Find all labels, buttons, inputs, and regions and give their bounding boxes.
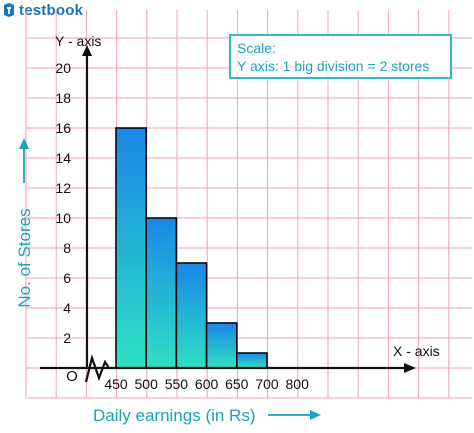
x-tick-label: 650 <box>225 376 249 392</box>
bar-450-500 <box>115 127 148 369</box>
y-tick-label: 6 <box>63 270 71 286</box>
bar-650-700 <box>236 352 268 369</box>
bar-550-600 <box>175 262 208 369</box>
y-axis-name: Y - axis <box>55 33 101 49</box>
x-tick-label: 500 <box>135 376 159 392</box>
brand-logo: testbook <box>2 0 83 20</box>
y-tick-label: 10 <box>55 210 71 226</box>
bar-500-550 <box>145 217 178 369</box>
y-tick-label: 14 <box>55 150 71 166</box>
y-tick-label: 8 <box>63 240 71 256</box>
scale-description: Y axis: 1 big division = 2 stores <box>237 58 430 74</box>
scale-title: Scale: <box>237 40 276 56</box>
x-label-arrow-head <box>310 410 321 420</box>
scale-legend: Scale: Y axis: 1 big division = 2 stores <box>229 34 452 79</box>
y-tick-label: 20 <box>55 60 71 76</box>
brand-name: testbook <box>19 1 84 19</box>
y-tick-label: 16 <box>55 120 71 136</box>
x-tick-label: 550 <box>165 376 189 392</box>
x-tick-label: 700 <box>255 376 279 392</box>
y-axis-arrow <box>82 45 92 56</box>
y-tick-label: 4 <box>63 300 71 316</box>
x-tick-label: 600 <box>195 376 219 392</box>
bar-600-650 <box>205 322 238 369</box>
x-axis-name: X - axis <box>393 343 440 359</box>
y-label-arrow-head <box>19 138 29 149</box>
axis-break-zigzag <box>84 354 110 383</box>
y-tick-label: 2 <box>63 330 71 346</box>
testbook-logo-icon <box>4 3 14 17</box>
x-axis-label: Daily earnings (in Rs) <box>93 406 256 425</box>
x-tick-label: 450 <box>104 376 128 392</box>
y-axis-label: No. of Stores <box>15 208 34 307</box>
origin-label: O <box>66 368 78 385</box>
y-tick-label: 12 <box>55 180 71 196</box>
y-tick-label: 18 <box>55 90 71 106</box>
x-tick-label: 800 <box>286 376 310 392</box>
x-axis-arrow <box>404 363 416 373</box>
grid <box>25 10 472 399</box>
